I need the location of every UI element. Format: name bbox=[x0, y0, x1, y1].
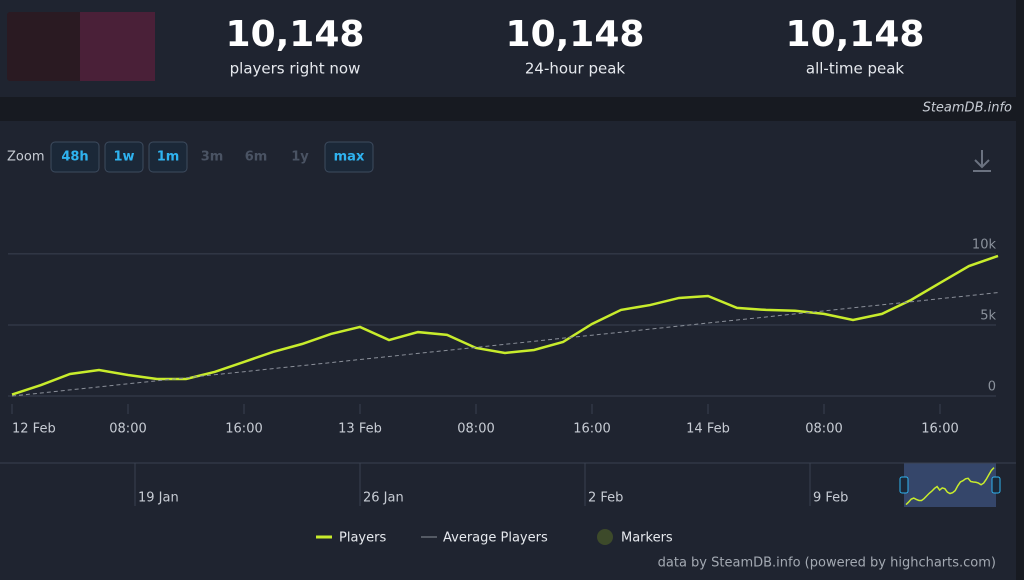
navigator-handle[interactable] bbox=[899, 476, 909, 494]
navigator-label: 2 Feb bbox=[588, 491, 623, 506]
stat-label: players right now bbox=[230, 60, 361, 78]
y-tick-label: 0 bbox=[988, 380, 996, 395]
legend-label[interactable]: Average Players bbox=[443, 531, 548, 546]
zoom-button-label[interactable]: 48h bbox=[61, 150, 88, 165]
x-tick-label: 14 Feb bbox=[686, 422, 730, 437]
x-tick-label: 08:00 bbox=[457, 422, 494, 437]
header-panel bbox=[0, 0, 1016, 97]
legend-label[interactable]: Players bbox=[339, 531, 386, 546]
watermark: SteamDB.info bbox=[923, 101, 1012, 116]
stat-label: 24-hour peak bbox=[525, 60, 626, 78]
series-line bbox=[11, 292, 999, 397]
stat-label: all-time peak bbox=[806, 60, 905, 78]
zoom-button[interactable] bbox=[50, 141, 100, 173]
game-art bbox=[80, 12, 155, 81]
stat-value: 10,148 bbox=[786, 14, 925, 55]
legend-swatch bbox=[597, 529, 613, 545]
x-tick-label: 16:00 bbox=[225, 422, 262, 437]
footer: data by SteamDB.info (powered by highcha… bbox=[658, 556, 996, 571]
y-tick-label: 10k bbox=[972, 237, 997, 252]
zoom-button-label: 3m bbox=[201, 150, 224, 165]
zoom-button[interactable] bbox=[324, 141, 374, 173]
y-tick-label: 5k bbox=[980, 308, 996, 323]
navigator-label: 19 Jan bbox=[138, 491, 179, 506]
navigator-handle[interactable] bbox=[991, 476, 1001, 494]
download-glyph bbox=[973, 150, 991, 172]
zoom-button-label: 1y bbox=[291, 150, 309, 165]
navigator-label: 26 Jan bbox=[363, 491, 404, 506]
zoom-button-label: 6m bbox=[245, 150, 268, 165]
download-icon[interactable] bbox=[973, 150, 991, 172]
zoom-label: Zoom bbox=[7, 150, 44, 165]
stat-value: 10,148 bbox=[506, 14, 645, 55]
stat-value: 10,148 bbox=[226, 14, 365, 55]
zoom-button[interactable] bbox=[104, 141, 144, 173]
zoom-button[interactable] bbox=[148, 141, 188, 173]
chart-panel bbox=[0, 121, 1016, 580]
x-tick-label: 16:00 bbox=[573, 422, 610, 437]
x-tick-label: 08:00 bbox=[109, 422, 146, 437]
zoom-button-label[interactable]: 1w bbox=[113, 150, 134, 165]
x-tick-label: 08:00 bbox=[805, 422, 842, 437]
zoom-button-label[interactable]: max bbox=[334, 150, 365, 165]
x-tick-label: 12 Feb bbox=[12, 422, 56, 437]
navigator-line bbox=[905, 467, 995, 506]
x-tick-label: 13 Feb bbox=[338, 422, 382, 437]
zoom-button-label[interactable]: 1m bbox=[157, 150, 180, 165]
x-tick-label: 16:00 bbox=[921, 422, 958, 437]
legend-label[interactable]: Markers bbox=[621, 531, 673, 546]
navigator-label: 9 Feb bbox=[813, 491, 848, 506]
series-line bbox=[11, 254, 999, 396]
